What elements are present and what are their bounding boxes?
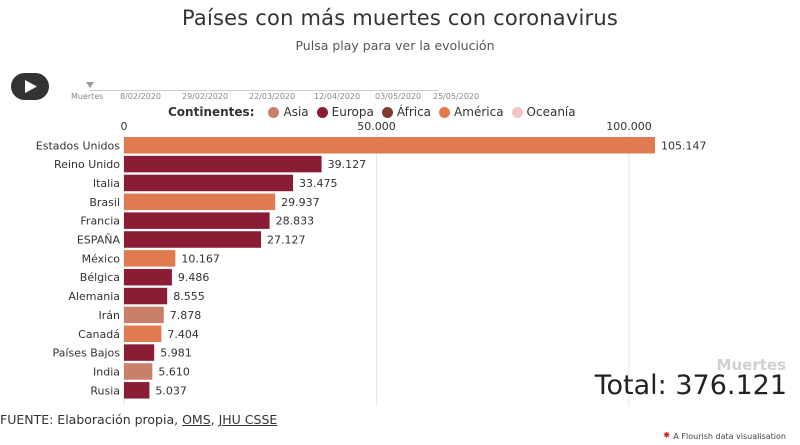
legend-item-asia[interactable]: Asia bbox=[268, 105, 309, 119]
source-prefix: FUENTE: Elaboración propia, bbox=[0, 412, 183, 427]
chart-subtitle: Pulsa play para ver la evolución bbox=[295, 38, 495, 53]
bar bbox=[124, 268, 172, 286]
bar bbox=[124, 287, 168, 305]
category-label: México bbox=[82, 252, 121, 265]
x-tick-label: 100.000 bbox=[606, 120, 652, 133]
legend-swatch bbox=[268, 106, 280, 118]
x-tick-label: 50.000 bbox=[357, 120, 396, 133]
value-label: 10.167 bbox=[181, 252, 220, 265]
value-label: 8.555 bbox=[173, 290, 205, 303]
category-label: ESPAÑA bbox=[77, 234, 121, 247]
source-link-oms[interactable]: OMS bbox=[182, 412, 211, 427]
value-label: 105.147 bbox=[661, 139, 707, 152]
timeline-label: 29/02/2020 bbox=[182, 92, 229, 101]
legend-label: América bbox=[454, 105, 504, 119]
flourish-icon: ✸ bbox=[662, 431, 671, 441]
source-link-jhu[interactable]: JHU CSSE bbox=[218, 412, 278, 427]
category-label: Estados Unidos bbox=[36, 139, 120, 152]
legend-swatch bbox=[381, 106, 393, 118]
value-label: 28.833 bbox=[276, 215, 315, 228]
timeline-slider[interactable]: Muertes 8/02/2020 29/02/2020 22/03/2020 … bbox=[66, 78, 446, 104]
bar bbox=[124, 325, 162, 342]
legend-item-africa[interactable]: África bbox=[381, 105, 432, 119]
x-tick-label: 0 bbox=[121, 120, 128, 133]
timeline-track[interactable] bbox=[90, 90, 438, 91]
legend-label: Asia bbox=[283, 105, 309, 119]
timeline-label: 25/05/2020 bbox=[433, 92, 480, 101]
category-label: Reino Unido bbox=[54, 158, 120, 171]
bar bbox=[124, 212, 270, 229]
bar bbox=[124, 382, 150, 399]
legend-item-america[interactable]: América bbox=[439, 105, 504, 119]
play-icon bbox=[25, 80, 37, 93]
category-label: Italia bbox=[93, 177, 120, 190]
value-label: 29.937 bbox=[281, 196, 320, 209]
category-label: Países Bajos bbox=[53, 347, 121, 360]
timeline-label: Muertes bbox=[71, 92, 104, 101]
legend-label: Oceanía bbox=[526, 105, 576, 119]
value-label: 27.127 bbox=[267, 234, 306, 247]
total-value: Total: 376.121 bbox=[594, 370, 787, 401]
chart-title: Países con más muertes con coronavirus bbox=[181, 6, 619, 30]
legend-item-oceania[interactable]: Oceanía bbox=[511, 105, 576, 119]
flourish-credit[interactable]: ✸ A Flourish data visualisation bbox=[663, 431, 786, 441]
category-label: Bélgica bbox=[80, 271, 120, 284]
bar bbox=[124, 363, 153, 380]
bar bbox=[124, 174, 294, 192]
category-label: Canadá bbox=[78, 328, 120, 341]
bar bbox=[124, 155, 322, 173]
value-label: 33.475 bbox=[299, 177, 338, 190]
legend-swatch bbox=[511, 106, 523, 118]
category-label: Alemania bbox=[68, 290, 120, 303]
play-button[interactable] bbox=[11, 73, 49, 100]
metric-label: Muertes bbox=[716, 356, 786, 374]
bar bbox=[124, 193, 276, 211]
category-label: India bbox=[93, 365, 120, 378]
value-label: 7.878 bbox=[170, 309, 202, 322]
value-label: 5.610 bbox=[158, 365, 190, 378]
bar bbox=[124, 250, 176, 267]
timeline-label: 8/02/2020 bbox=[120, 92, 162, 101]
bar bbox=[124, 137, 655, 154]
category-label: Francia bbox=[80, 215, 120, 228]
category-label: Brasil bbox=[89, 196, 120, 209]
value-label: 39.127 bbox=[328, 158, 367, 171]
timeline-label: 22/03/2020 bbox=[249, 92, 296, 101]
category-label: Irán bbox=[99, 309, 121, 322]
category-label: Rusia bbox=[90, 384, 120, 397]
legend-title: Continentes: bbox=[168, 105, 255, 119]
value-label: 9.486 bbox=[178, 271, 210, 284]
source-separator: , bbox=[210, 412, 219, 427]
bar bbox=[124, 344, 155, 361]
timeline-handle[interactable] bbox=[86, 82, 94, 88]
value-label: 7.404 bbox=[167, 328, 199, 341]
timeline-label: 12/04/2020 bbox=[314, 92, 361, 101]
timeline-label: 03/05/2020 bbox=[375, 92, 422, 101]
legend-item-europa[interactable]: Europa bbox=[316, 105, 374, 119]
legend: Continentes: Asia Europa África América … bbox=[168, 104, 584, 120]
bar-chart: 0 50.000 100.000 Estados Unidos 105.147 Reino… bbox=[36, 120, 707, 406]
legend-label: África bbox=[396, 105, 432, 119]
bar bbox=[124, 231, 261, 248]
source-note: FUENTE: Elaboración propia, OMS, JHU CSS… bbox=[0, 412, 277, 427]
value-label: 5.037 bbox=[155, 384, 187, 397]
bar bbox=[124, 306, 164, 324]
legend-label: Europa bbox=[331, 105, 374, 119]
flourish-credit-label: A Flourish data visualisation bbox=[673, 431, 786, 441]
legend-swatch bbox=[439, 106, 451, 118]
value-label: 5.981 bbox=[160, 347, 192, 360]
legend-swatch bbox=[316, 106, 328, 118]
